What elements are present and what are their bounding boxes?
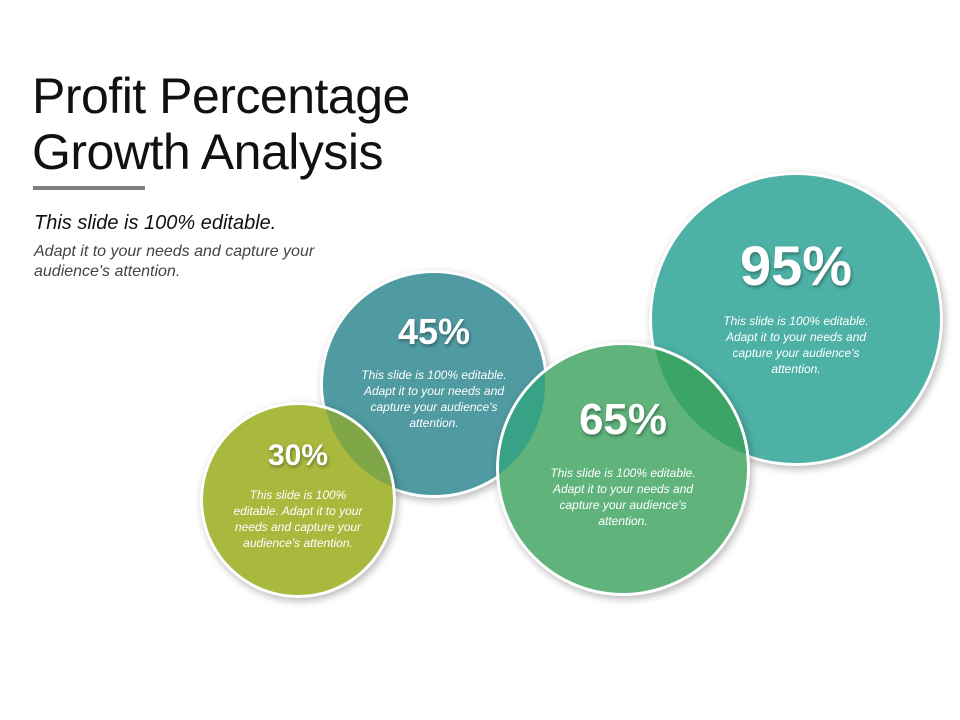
slide-description: Adapt it to your needs and capture your …: [34, 243, 315, 280]
title-underline: [33, 186, 145, 190]
slide-title-line-2: Growth Analysis: [32, 124, 383, 180]
bubble-65-percent: [496, 342, 750, 596]
slide-subtitle: This slide is 100% editable.: [34, 212, 277, 234]
slide-title-line-1: Profit Percentage: [32, 68, 410, 124]
slide-title: Profit Percentage Growth Analysis: [32, 68, 410, 180]
bubble-30-percent: [200, 402, 396, 598]
